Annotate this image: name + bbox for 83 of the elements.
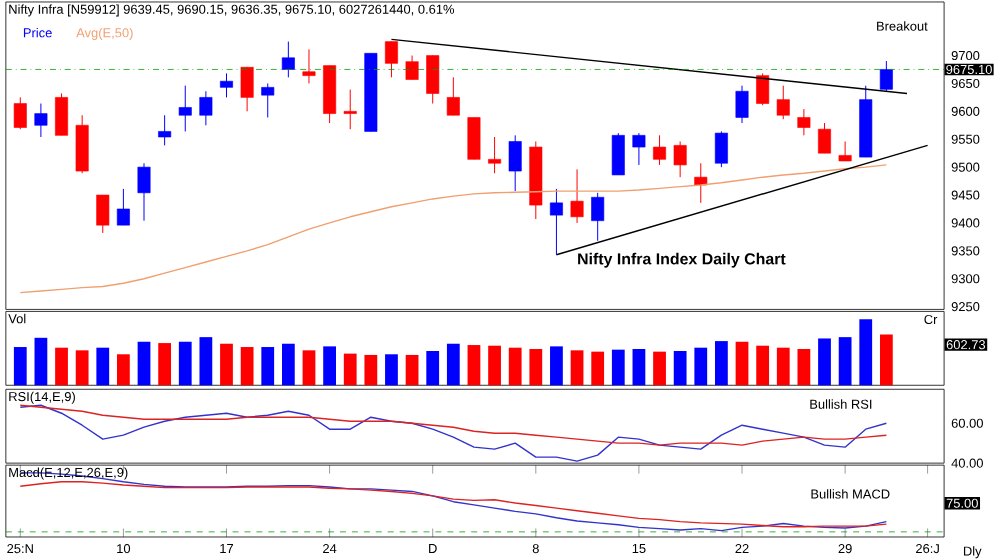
candlestick	[75, 114, 89, 174]
candlestick	[756, 73, 770, 106]
candlestick	[34, 103, 48, 138]
bar	[446, 343, 460, 386]
bar	[178, 341, 192, 386]
candlestick	[281, 41, 295, 78]
candlestick	[818, 122, 831, 154]
candlestick	[137, 162, 151, 222]
bar	[34, 337, 48, 386]
bar	[776, 347, 790, 386]
bar	[611, 349, 625, 386]
candlestick	[343, 89, 357, 130]
candlestick	[673, 141, 687, 178]
bar	[797, 349, 811, 386]
bar	[302, 350, 316, 386]
bar	[343, 353, 357, 386]
bar	[488, 345, 501, 386]
candlestick	[178, 85, 192, 133]
candlestick	[13, 96, 27, 130]
candlestick	[467, 117, 481, 160]
candlestick	[302, 49, 316, 85]
candlestick	[446, 76, 460, 116]
candlestick	[879, 60, 893, 92]
candlestick	[96, 194, 110, 234]
bar	[508, 347, 522, 386]
bar	[756, 345, 770, 386]
bar	[735, 341, 749, 386]
candlestick	[323, 65, 337, 124]
candlestick	[776, 85, 790, 120]
candlestick	[591, 192, 605, 242]
bar	[879, 334, 893, 386]
bar	[818, 338, 831, 386]
candlestick	[261, 83, 275, 119]
bar	[137, 341, 151, 386]
bar	[158, 343, 172, 386]
candlestick	[384, 41, 398, 78]
bar	[281, 343, 295, 386]
bar	[323, 346, 336, 386]
candlestick	[116, 188, 130, 226]
candlestick	[694, 162, 708, 204]
bar	[673, 351, 687, 386]
bar	[220, 343, 233, 386]
bar	[632, 349, 646, 386]
candlestick	[488, 136, 502, 174]
bar	[859, 319, 873, 386]
bar	[529, 349, 543, 386]
candlestick	[611, 132, 625, 176]
candlestick	[570, 168, 584, 224]
bar	[199, 337, 213, 386]
candlestick	[653, 134, 667, 166]
candlestick	[838, 141, 852, 162]
bar	[426, 351, 440, 386]
candlestick	[405, 55, 419, 81]
candlestick	[220, 73, 233, 98]
bar	[838, 337, 852, 386]
bar	[75, 350, 89, 386]
bar	[55, 347, 68, 386]
bar	[467, 345, 481, 386]
candlestick	[199, 90, 213, 126]
bar	[13, 347, 27, 386]
bar	[405, 355, 419, 386]
candlestick	[632, 132, 646, 166]
bar	[570, 350, 584, 386]
candlestick	[240, 66, 254, 112]
candlestick	[735, 85, 749, 124]
candlestick	[426, 55, 440, 105]
bar	[96, 347, 110, 386]
candlestick	[714, 131, 728, 168]
candlestick	[797, 108, 811, 136]
bar	[261, 347, 275, 386]
candlestick	[549, 188, 563, 256]
candlestick	[508, 134, 522, 192]
candlestick	[158, 114, 172, 146]
bar	[715, 341, 728, 386]
bar	[117, 354, 130, 386]
bar	[385, 354, 398, 386]
bar	[591, 351, 605, 386]
bar	[240, 347, 254, 386]
bar	[653, 351, 666, 386]
bar	[550, 346, 563, 386]
bar	[694, 347, 708, 386]
bar	[364, 355, 378, 386]
candlestick	[55, 93, 69, 136]
